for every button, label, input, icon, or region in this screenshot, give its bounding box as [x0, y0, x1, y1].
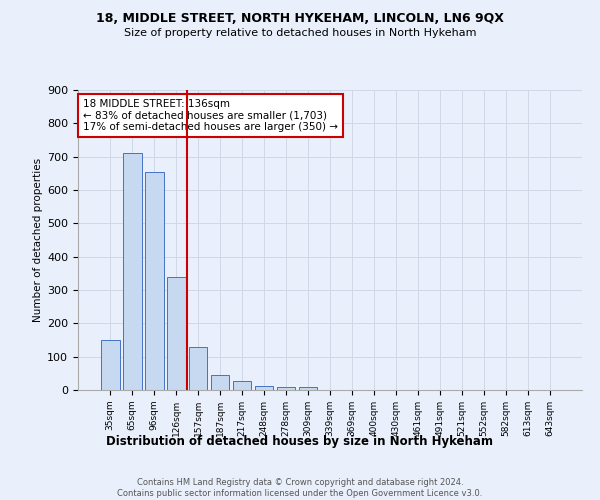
Bar [299, 386, 317, 390]
Bar [189, 346, 208, 390]
Bar [233, 380, 251, 390]
Bar [211, 375, 229, 390]
Y-axis label: Number of detached properties: Number of detached properties [33, 158, 43, 322]
Text: 18, MIDDLE STREET, NORTH HYKEHAM, LINCOLN, LN6 9QX: 18, MIDDLE STREET, NORTH HYKEHAM, LINCOL… [96, 12, 504, 26]
Bar [255, 386, 274, 390]
Bar [277, 388, 295, 390]
Text: Distribution of detached houses by size in North Hykeham: Distribution of detached houses by size … [107, 435, 493, 448]
Bar [101, 340, 119, 390]
Text: Contains HM Land Registry data © Crown copyright and database right 2024.
Contai: Contains HM Land Registry data © Crown c… [118, 478, 482, 498]
Bar [145, 172, 164, 390]
Text: 18 MIDDLE STREET: 136sqm
← 83% of detached houses are smaller (1,703)
17% of sem: 18 MIDDLE STREET: 136sqm ← 83% of detach… [83, 99, 338, 132]
Bar [167, 276, 185, 390]
Text: Size of property relative to detached houses in North Hykeham: Size of property relative to detached ho… [124, 28, 476, 38]
Bar [123, 154, 142, 390]
